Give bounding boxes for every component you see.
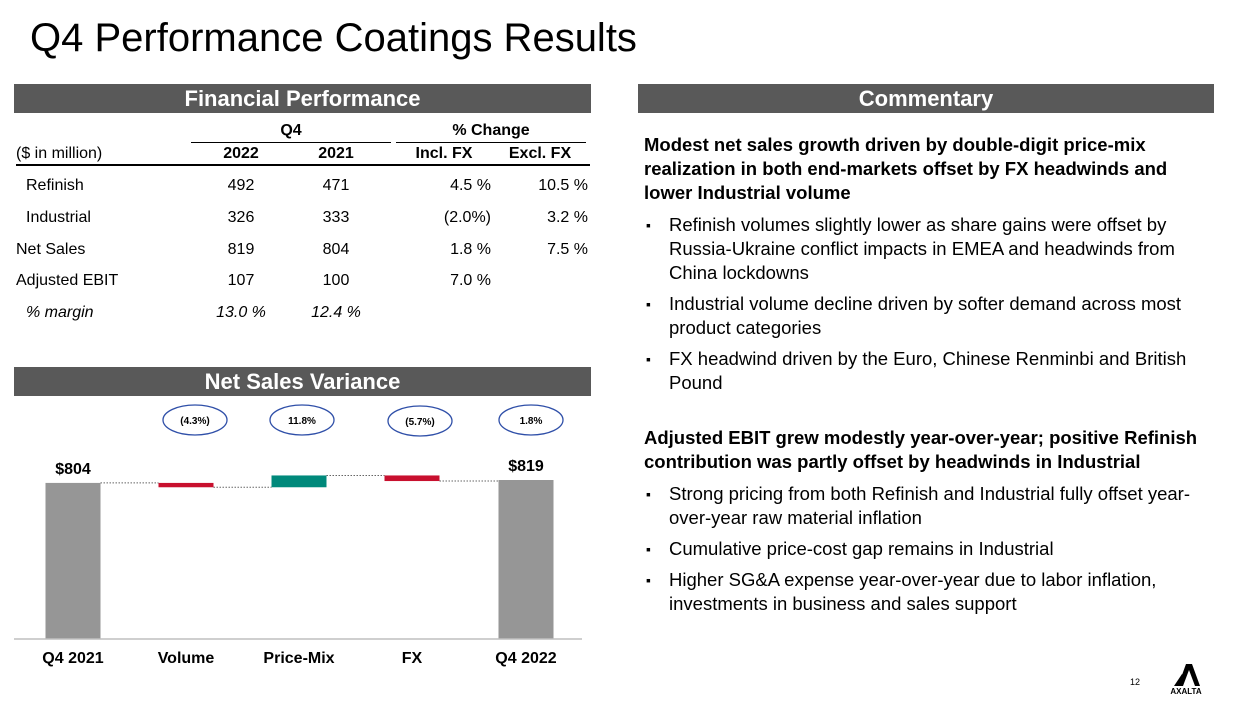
list-item: ▪ Refinish volumes slightly lower as shar… <box>644 213 1219 285</box>
net-sales-variance-title: Net Sales Variance <box>204 369 401 394</box>
commentary-heading-ebit: Adjusted EBIT grew modestly year-over-ye… <box>644 427 1198 472</box>
end-value-label: $819 <box>508 458 544 475</box>
axalta-logo-text: AXALTA <box>1170 687 1201 696</box>
variance-bubble: (4.3%) <box>162 404 228 436</box>
increase-bar <box>271 475 327 488</box>
unit-label: ($ in million) <box>16 145 103 162</box>
cell-incl: (2.0%) <box>443 209 491 226</box>
variance-bubble: (5.7%) <box>387 405 453 437</box>
bullet-text: FX headwind driven by the Euro, Chinese … <box>669 348 1187 393</box>
cell-incl: 1.8 % <box>450 241 491 258</box>
cell-2022: 13.0 % <box>216 304 266 321</box>
bullet-icon: ▪ <box>646 296 651 312</box>
start-value-label: $804 <box>55 461 91 478</box>
group-q4: Q4 <box>280 122 302 139</box>
variance-bubble: 11.8% <box>269 404 335 436</box>
row-label: Adjusted EBIT <box>16 272 119 289</box>
bubble-label: (5.7%) <box>405 417 434 428</box>
cell-2022: 107 <box>227 272 255 289</box>
cell-2021: 471 <box>322 177 350 194</box>
financial-performance-title: Financial Performance <box>184 86 421 111</box>
cell-2022: 326 <box>227 209 255 226</box>
bubble-label: 1.8% <box>520 416 543 427</box>
bullet-icon: ▪ <box>646 351 651 367</box>
cell-2021: 804 <box>322 241 350 258</box>
list-item: ▪ Higher SG&A expense year-over-year due … <box>644 568 1219 616</box>
group-change: % Change <box>452 122 530 139</box>
axalta-logo: AXALTA <box>1170 664 1202 696</box>
list-item: ▪ Industrial volume decline driven by sof… <box>644 292 1219 340</box>
decrease-bar <box>384 475 440 482</box>
list-item: ▪ Strong pricing from both Refinish and I… <box>644 482 1219 530</box>
col-2022: 2022 <box>223 145 259 162</box>
row-label: Refinish <box>26 177 84 194</box>
bullet-text: Cumulative price-cost gap remains in Ind… <box>669 538 1054 559</box>
bubble-label: (4.3%) <box>180 416 209 427</box>
bullet-text: Higher SG&A expense year-over-year due t… <box>669 569 1157 614</box>
commentary-list-sales: ▪ Refinish volumes slightly lower as shar… <box>644 213 1219 395</box>
net-sales-variance-header: Net Sales Variance <box>14 367 591 396</box>
axalta-logo-mark <box>1178 664 1200 686</box>
commentary-heading-sales: Modest net sales growth driven by double… <box>644 134 1168 203</box>
category-label: Price-Mix <box>263 650 334 667</box>
list-item: ▪ Cumulative price-cost gap remains in In… <box>644 537 1219 561</box>
cell-2021: 333 <box>322 209 350 226</box>
category-label: FX <box>402 650 423 667</box>
group-change-rule <box>396 142 586 143</box>
category-label: Q4 2021 <box>42 650 103 667</box>
row-label: % margin <box>26 304 94 321</box>
cell-2021: 100 <box>322 272 350 289</box>
bullet-text: Strong pricing from both Refinish and In… <box>669 483 1190 528</box>
net-sales-variance-chart: $804 $819 (4.3%) 11.8% (5.7%) 1.8% Q4 20… <box>14 404 582 667</box>
list-item: ▪ FX headwind driven by the Euro, Chinese… <box>644 347 1219 395</box>
cell-excl: 7.5 % <box>547 241 588 258</box>
commentary-body: Modest net sales growth driven by double… <box>644 133 1219 623</box>
header-rule <box>16 164 590 166</box>
bullet-text: Refinish volumes slightly lower as share… <box>669 214 1175 283</box>
cell-incl: 7.0 % <box>450 272 491 289</box>
cell-incl: 4.5 % <box>450 177 491 194</box>
commentary-list-ebit: ▪ Strong pricing from both Refinish and I… <box>644 482 1219 616</box>
bullet-text: Industrial volume decline driven by soft… <box>669 293 1182 338</box>
bullet-icon: ▪ <box>646 541 651 557</box>
commentary-header: Commentary <box>638 84 1214 113</box>
cell-excl: 3.2 % <box>547 209 588 226</box>
cell-excl: 10.5 % <box>538 177 588 194</box>
cell-2022: 492 <box>227 177 255 194</box>
variance-bubble: 1.8% <box>498 404 564 436</box>
total-bar <box>45 482 101 639</box>
col-incl-fx: Incl. FX <box>415 145 473 162</box>
bullet-icon: ▪ <box>646 572 651 588</box>
page-title: Q4 Performance Coatings Results <box>30 16 637 60</box>
row-label: Industrial <box>26 209 91 226</box>
col-2021: 2021 <box>318 145 354 162</box>
bullet-icon: ▪ <box>646 217 651 233</box>
financial-performance-header: Financial Performance <box>14 84 591 113</box>
category-label: Q4 2022 <box>495 650 556 667</box>
decrease-bar <box>158 482 214 488</box>
row-label: Net Sales <box>16 241 86 258</box>
bullet-icon: ▪ <box>646 486 651 502</box>
cell-2021: 12.4 % <box>311 304 361 321</box>
commentary-title: Commentary <box>858 86 994 111</box>
cell-2022: 819 <box>227 241 255 258</box>
col-excl-fx: Excl. FX <box>508 145 572 162</box>
page-number: 12 <box>1130 677 1141 687</box>
category-label: Volume <box>158 650 215 667</box>
bubble-label: 11.8% <box>288 416 316 427</box>
group-q4-rule <box>191 142 391 143</box>
total-bar <box>498 480 554 639</box>
